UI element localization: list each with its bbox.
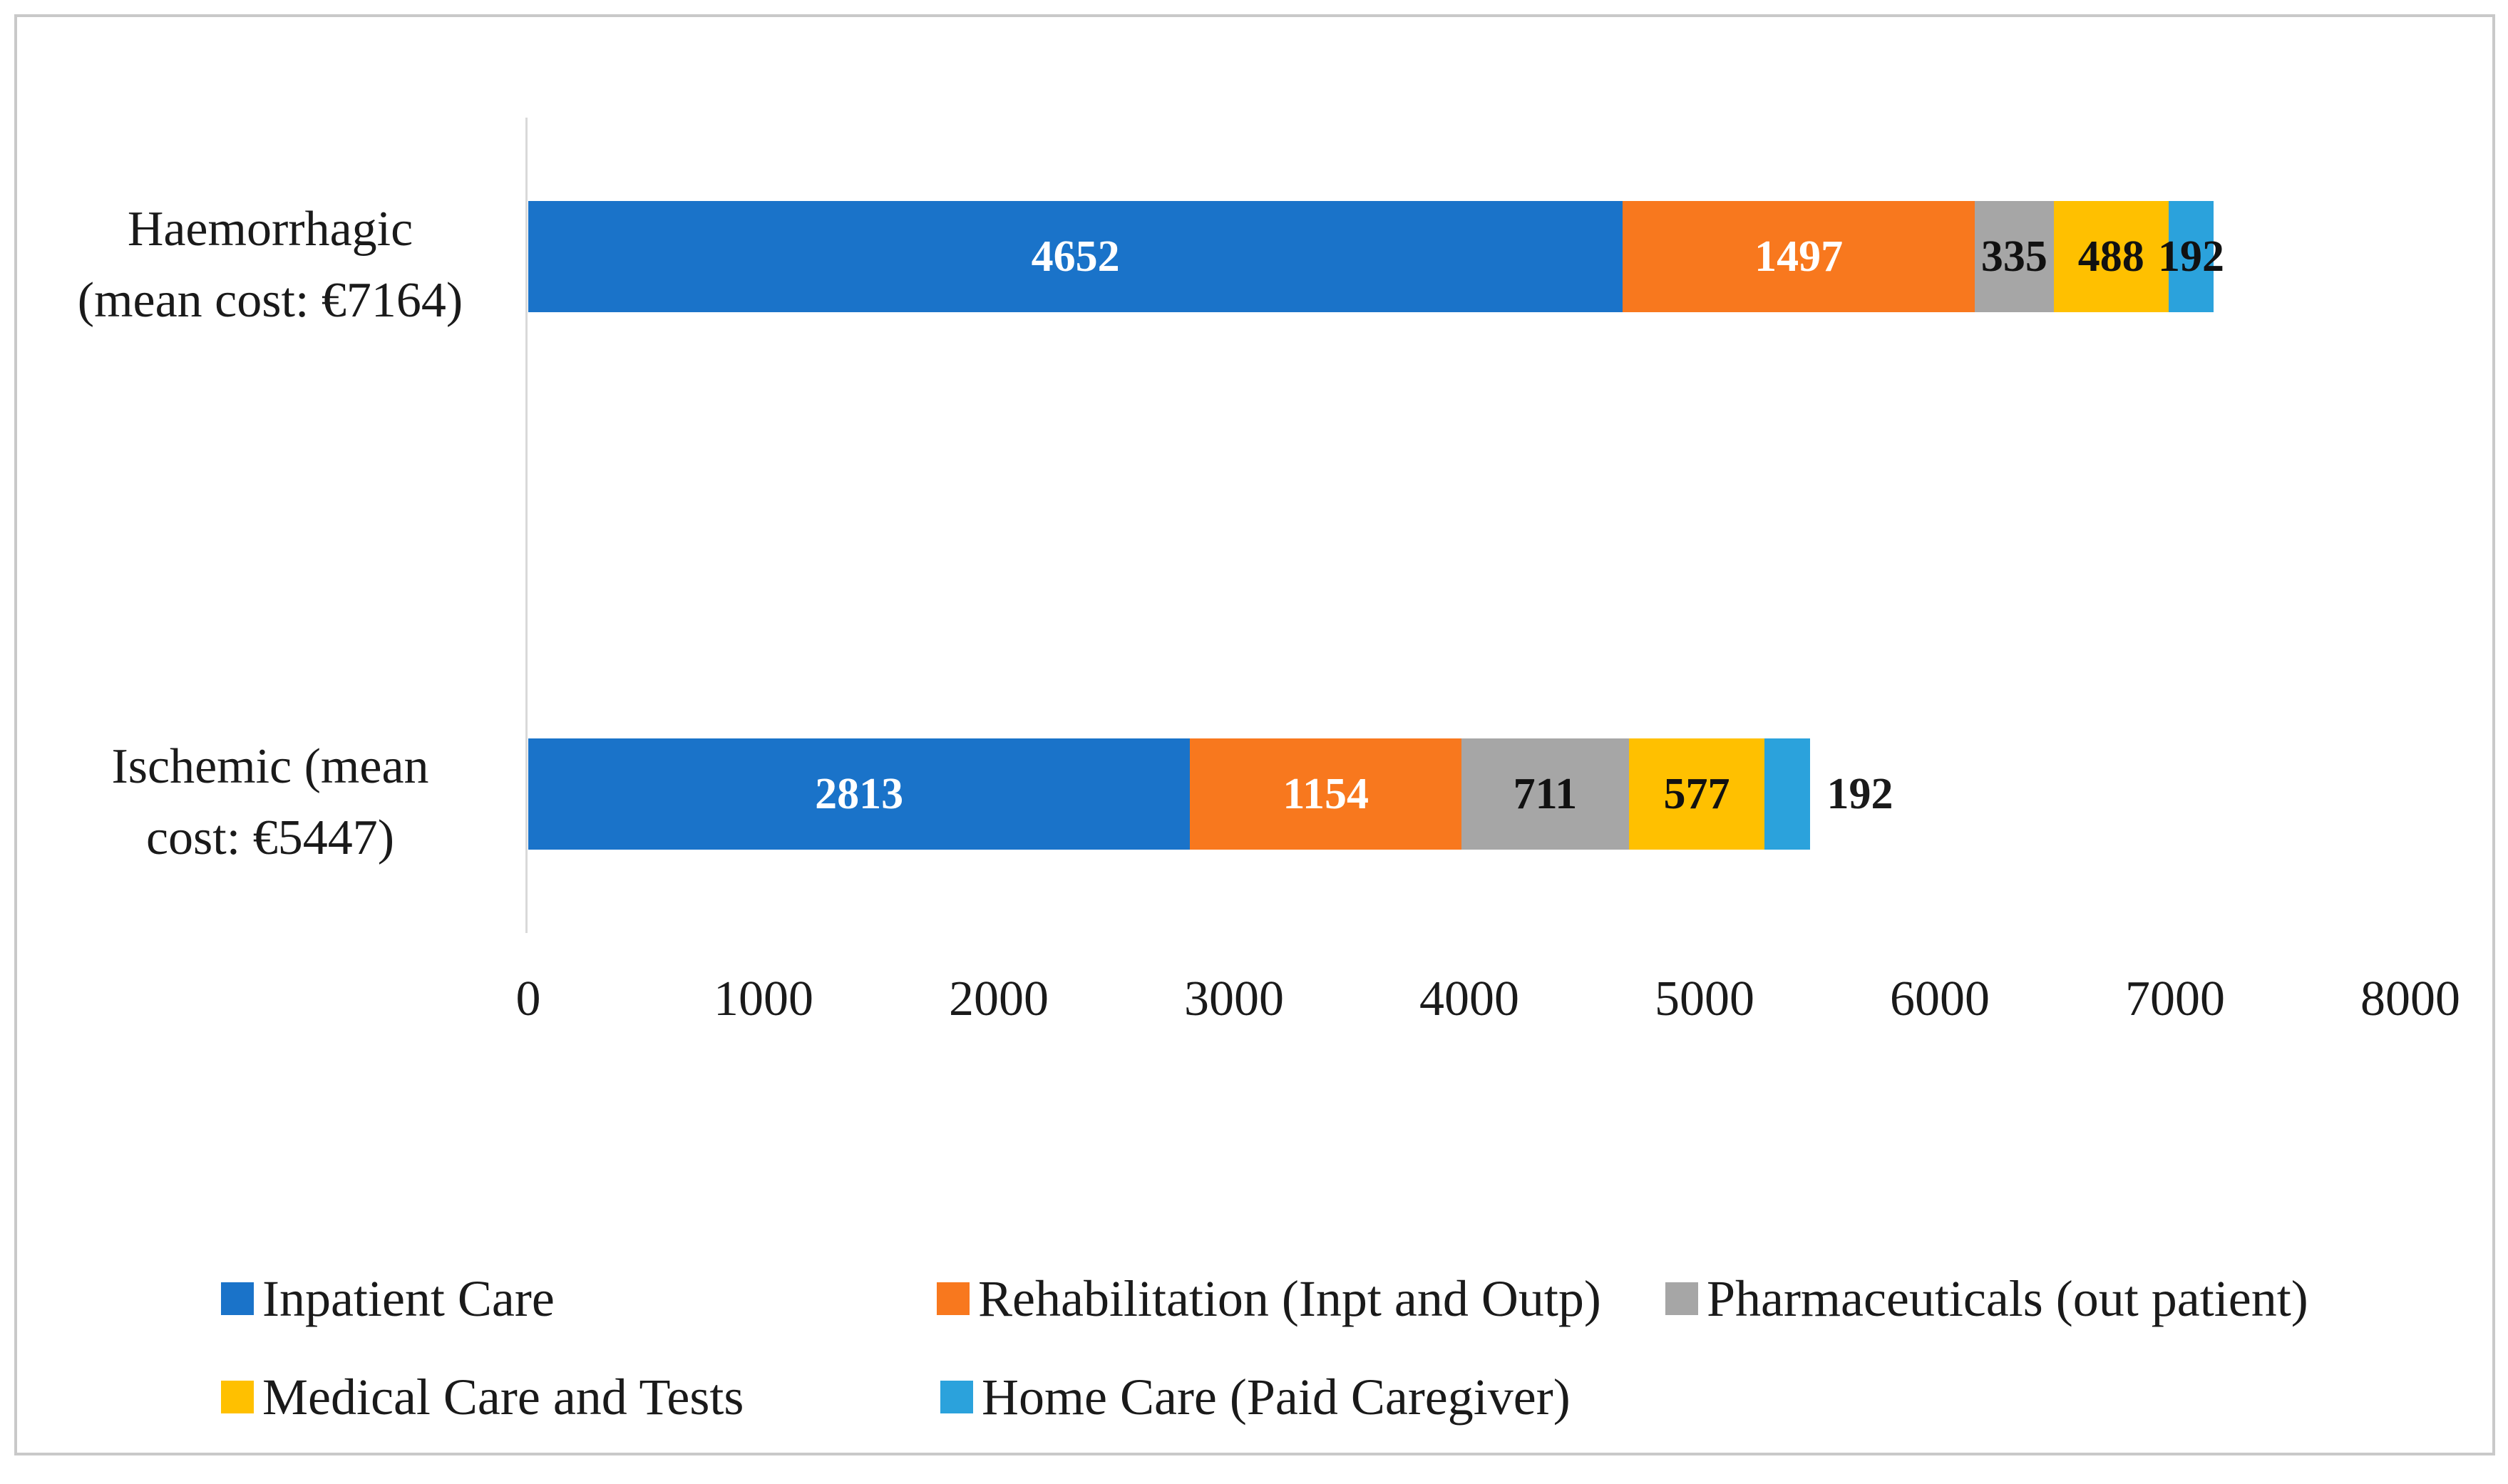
bar-segment: 1497	[1623, 201, 1975, 312]
data-label: 2813	[815, 769, 904, 818]
legend-swatch-icon	[937, 1282, 970, 1315]
bar-segment: 335	[1975, 201, 2054, 312]
x-tick-label: 6000	[1890, 972, 1990, 1026]
category-label: Haemorrhagic (mean cost: €7164)	[77, 202, 463, 328]
data-label: 711	[1513, 769, 1578, 818]
legend-swatch-icon	[221, 1381, 254, 1413]
legend-label: Pharmaceuticals (out patient)	[1707, 1269, 2308, 1327]
data-label: 4652	[1031, 232, 1120, 281]
data-label: 1154	[1283, 769, 1369, 818]
legend-swatch-icon	[221, 1282, 254, 1315]
bar-segment: 4652	[528, 201, 1623, 312]
legend-item: Pharmaceuticals (out patient)	[1665, 1266, 2308, 1331]
legend-swatch-icon	[940, 1381, 973, 1413]
legend-label: Rehabilitation (Inpt and Outp)	[978, 1269, 1601, 1327]
legend-item: Medical Care and Tests	[221, 1364, 744, 1430]
bar-segment: 192	[2158, 201, 2224, 312]
data-label: 488	[2077, 232, 2144, 281]
x-tick-label: 8000	[2360, 972, 2460, 1026]
bar-row: 2813 1154 711 577 192	[528, 738, 2410, 850]
data-label: 577	[1663, 769, 1730, 818]
legend-swatch-icon	[1665, 1282, 1698, 1315]
legend-label: Inpatient Care	[262, 1269, 555, 1327]
legend-item: Inpatient Care	[221, 1266, 555, 1331]
x-tick-label: 7000	[2125, 972, 2225, 1026]
x-tick-label: 1000	[714, 972, 813, 1026]
bar-segment: 577	[1628, 738, 1765, 850]
legend-label: Home Care (Paid Caregiver)	[982, 1368, 1571, 1426]
bar-row: 4652 1497 335 488 192	[528, 201, 2410, 312]
bar-segment: 711	[1461, 738, 1629, 850]
x-tick-label: 0	[515, 972, 541, 1026]
legend-item: Rehabilitation (Inpt and Outp)	[937, 1266, 1601, 1331]
x-tick-label: 4000	[1419, 972, 1519, 1026]
x-tick-label: 2000	[949, 972, 1049, 1026]
chart-frame: Haemorrhagic (mean cost: €7164) Ischemic …	[14, 14, 2495, 1455]
bar-segment: 1154	[1190, 738, 1462, 850]
data-label: 1497	[1754, 232, 1844, 281]
legend-label: Medical Care and Tests	[262, 1368, 744, 1426]
data-label: 335	[1980, 232, 2047, 281]
bar-segment	[1764, 738, 1810, 850]
category-label: Ischemic (mean cost: €5447)	[111, 739, 429, 865]
bar-segment: 2813	[528, 738, 1191, 850]
y-axis-line	[525, 118, 528, 933]
data-label: 192	[2157, 232, 2224, 281]
legend-item: Home Care (Paid Caregiver)	[940, 1364, 1571, 1430]
x-tick-label: 5000	[1655, 972, 1754, 1026]
x-tick-label: 3000	[1184, 972, 1284, 1026]
bar-segment: 488	[2053, 201, 2169, 312]
data-label-outside: 192	[1826, 769, 1893, 818]
